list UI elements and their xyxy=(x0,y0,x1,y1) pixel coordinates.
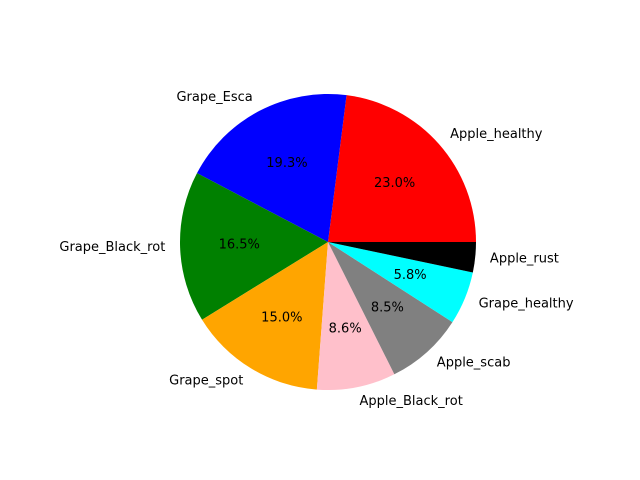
label-grape-black-rot: Grape_Black_rot xyxy=(59,240,165,255)
pct-label-apple-scab: 8.5% xyxy=(371,301,404,316)
percentage-labels: 23.0% 19.3% 16.5% 15.0% 8.6% 8.5% 5.8% xyxy=(219,156,427,337)
label-apple-black-rot: Apple_Black_rot xyxy=(360,394,463,409)
slice-grape-healthy xyxy=(328,242,473,323)
pct-label-apple-healthy: 23.0% xyxy=(374,176,415,191)
slice-apple-rust xyxy=(328,242,476,273)
label-grape-spot: Grape_spot xyxy=(169,374,243,389)
slice-grape-esca xyxy=(196,94,347,243)
pie-slices xyxy=(179,94,476,390)
pct-label-apple-black-rot: 8.6% xyxy=(329,322,362,337)
label-apple-rust: Apple_rust xyxy=(490,251,559,266)
slice-apple-black-rot xyxy=(316,242,395,390)
pct-label-grape-esca: 19.3% xyxy=(266,156,307,171)
slice-apple-scab xyxy=(328,242,453,375)
label-apple-healthy: Apple_healthy xyxy=(450,127,543,142)
pct-label-grape-spot: 15.0% xyxy=(261,310,302,325)
slice-apple-healthy xyxy=(328,95,476,242)
slice-grape-black-rot xyxy=(179,173,328,320)
label-grape-healthy: Grape_healthy xyxy=(479,296,574,311)
slice-grape-spot xyxy=(202,242,328,390)
category-labels: Apple_healthy Grape_Esca Grape_Black_rot Gr… xyxy=(59,90,574,409)
pct-label-grape-healthy: 5.8% xyxy=(394,268,427,283)
label-grape-esca: Grape_Esca xyxy=(176,90,252,105)
label-apple-scab: Apple_scab xyxy=(437,356,511,371)
pct-label-grape-black-rot: 16.5% xyxy=(219,238,260,253)
